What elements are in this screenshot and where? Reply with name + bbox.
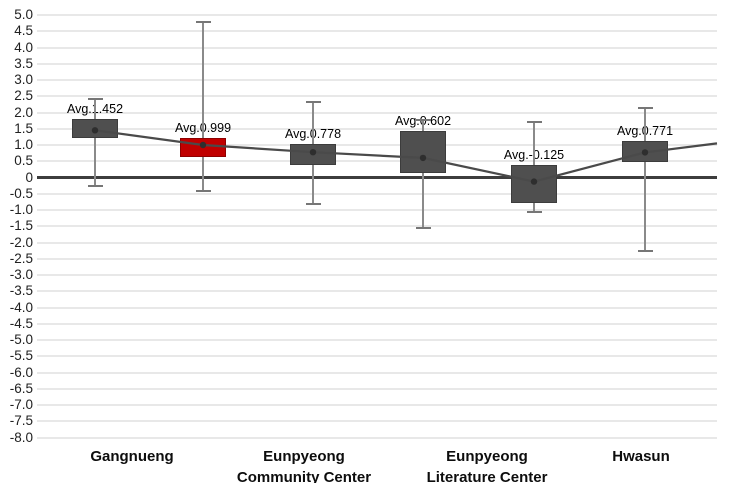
y-axis-tick-label: -6.0 — [9, 364, 33, 380]
whisker-bottom-cap — [305, 202, 321, 205]
y-axis-tick-label: 3.0 — [14, 72, 33, 87]
x-axis-category-label: Eunpyeong Literature Center — [426, 448, 548, 483]
box-gray — [622, 140, 668, 162]
gridline — [37, 322, 717, 325]
gridline — [37, 95, 717, 98]
y-axis-tick-label: -1.5 — [9, 218, 33, 234]
y-axis-tick-label: -7.0 — [9, 397, 33, 412]
y-axis-tick-label: -4.5 — [9, 315, 33, 331]
box-highlighted-red — [180, 137, 226, 157]
gridline — [37, 290, 717, 293]
y-axis-tick-label: -7.5 — [9, 413, 33, 429]
gridline — [37, 144, 717, 146]
y-axis-tick-label: 3.5 — [14, 55, 33, 71]
y-axis-tick-label: -3.5 — [9, 283, 33, 299]
x-axis-category-label: Eunpyeong Community Center — [236, 448, 372, 483]
box-gray — [290, 143, 336, 166]
gridline — [37, 14, 717, 16]
x-axis-category-label: Hwasun — [612, 448, 670, 465]
y-axis-tick-label: 5.0 — [14, 7, 33, 22]
y-axis-tick-label: -5.0 — [9, 332, 33, 347]
gridline — [37, 339, 717, 341]
gridline — [37, 225, 717, 228]
zero-axis-line — [37, 176, 717, 179]
y-axis-tick-label: -0.5 — [9, 185, 33, 201]
whisker-top-cap — [87, 97, 103, 100]
whisker-top-cap — [637, 106, 653, 109]
whisker-top-cap — [305, 100, 321, 103]
y-axis-tick-label: 0.5 — [14, 153, 33, 169]
gridline — [37, 274, 717, 276]
y-axis-tick-label: -1.0 — [9, 202, 33, 217]
box-gray — [72, 118, 118, 139]
whisker-bottom-cap — [526, 211, 542, 214]
gridline — [37, 209, 717, 211]
y-axis-tick-label: -6.5 — [9, 380, 33, 396]
whisker-bottom-cap — [87, 184, 103, 187]
y-axis-tick-label: -2.5 — [9, 250, 33, 266]
gridline — [37, 257, 717, 260]
gridline — [37, 79, 717, 81]
gridline — [37, 355, 717, 358]
whisker-line — [94, 98, 96, 186]
gridline — [37, 30, 717, 33]
box-gray — [400, 130, 446, 173]
y-axis-tick-label: 4.0 — [14, 39, 33, 55]
y-axis-tick-label: 1.0 — [14, 137, 33, 152]
gridline — [37, 241, 717, 244]
y-axis-tick-label: 0 — [25, 169, 33, 185]
y-axis-tick-label: 4.5 — [14, 23, 33, 39]
y-axis-tick-label: -8.0 — [9, 429, 33, 445]
whisker-line — [644, 107, 646, 252]
y-axis-tick-label: 2.5 — [14, 88, 33, 104]
gridline — [37, 436, 717, 439]
y-axis-tick-label: -2.0 — [9, 234, 33, 250]
gridline — [37, 404, 717, 406]
gridline — [37, 62, 717, 65]
gridline — [37, 127, 717, 130]
gridline — [37, 387, 717, 390]
y-axis-tick-label: 2.0 — [14, 104, 33, 120]
whisker-bottom-cap — [415, 227, 431, 230]
x-axis-category-label: Gangnueng — [90, 448, 174, 465]
whisker-top-cap — [195, 20, 211, 23]
gridline — [37, 111, 717, 114]
gridline — [37, 46, 717, 49]
whisker-bottom-cap — [637, 250, 653, 253]
y-axis-tick-label: -5.5 — [9, 348, 33, 364]
gridline — [37, 160, 717, 163]
y-axis-tick-label: -4.0 — [9, 299, 33, 315]
y-axis-tick-label: 1.5 — [14, 120, 33, 136]
whisker-line — [202, 21, 204, 191]
whisker-top-cap — [526, 120, 542, 123]
whisker-bottom-cap — [195, 189, 211, 192]
box-gray — [511, 164, 557, 203]
gridline — [37, 192, 717, 195]
whisker-top-cap — [415, 118, 431, 121]
gridline — [37, 371, 717, 374]
y-axis-tick-label: -3.0 — [9, 267, 33, 282]
gridline — [37, 420, 717, 423]
gridline — [37, 306, 717, 309]
